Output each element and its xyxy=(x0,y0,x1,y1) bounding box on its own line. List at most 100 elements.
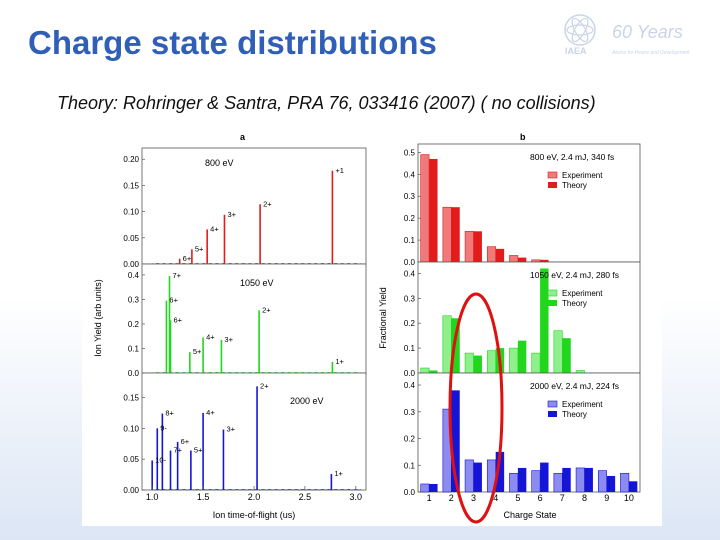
y-tick-label: 0.2 xyxy=(404,435,416,444)
bar-theory xyxy=(473,462,482,492)
y-tick-label: 0.2 xyxy=(404,214,416,223)
bar-theory xyxy=(562,338,571,373)
peak-label: 3+ xyxy=(226,425,235,434)
bar-theory xyxy=(473,231,482,262)
bar-experiment xyxy=(531,352,541,374)
legend-theory: Theory xyxy=(562,299,587,308)
bar-theory xyxy=(628,481,638,492)
y-tick-label: 0.1 xyxy=(404,344,416,353)
bar-experiment xyxy=(486,246,497,263)
condition-label: 800 eV, 2.4 mJ, 340 fs xyxy=(530,152,614,162)
panel-b-x-ticks: 1 2 3 4 5 6 7 8 9 10 xyxy=(427,493,634,503)
bar-theory xyxy=(429,158,438,262)
panel-a-frame xyxy=(141,372,367,491)
panel-a-row-800ev: 0.00 0.05 0.10 0.15 0.20 +1 2+ 3+ 4+ 5+6+ 800 eV xyxy=(123,147,367,269)
y-tick-label: 0.4 xyxy=(128,271,140,280)
x-tick-label: 10 xyxy=(624,493,634,503)
panel-b: b 0.0 0.1 0.2 0.3 0.4 0.5 800 eV, 2.4 mJ, 340 … xyxy=(378,132,641,520)
panel-a-frame xyxy=(141,263,367,374)
bar-theory xyxy=(540,462,549,492)
y-tick-label: 0.10 xyxy=(123,208,139,217)
peak-label: +1 xyxy=(335,166,344,175)
y-tick-label: 0.0 xyxy=(128,369,140,378)
peak-label: 5+ xyxy=(194,446,203,455)
y-tick-label: 0.1 xyxy=(404,236,416,245)
logo-org: IAEA xyxy=(565,46,587,56)
bar-experiment xyxy=(531,470,541,493)
panel-a-x-ticks: 1.0 1.5 2.0 2.5 3.0 xyxy=(146,486,362,502)
y-tick-label: 0.1 xyxy=(404,461,416,470)
bar-theory xyxy=(540,268,549,373)
panel-b-label: b xyxy=(520,132,526,142)
bar-experiment xyxy=(575,467,585,493)
bar-experiment xyxy=(486,350,497,374)
x-tick-label: 8 xyxy=(582,493,587,503)
x-tick-label: 7 xyxy=(560,493,565,503)
peak-label: 4+ xyxy=(206,332,215,341)
y-tick-label: 0.00 xyxy=(123,260,139,269)
bar-theory xyxy=(517,340,527,373)
x-tick-label: 2.0 xyxy=(248,492,261,502)
legend-swatch-theory xyxy=(548,182,557,188)
logo-motto: Atoms for Peace and Development xyxy=(611,50,690,56)
bar-theory xyxy=(517,257,527,262)
legend-swatch-experiment xyxy=(547,171,558,179)
y-tick-label: 0.3 xyxy=(404,408,416,417)
peak-label: 4+ xyxy=(206,408,215,417)
bar-theory xyxy=(473,355,482,373)
bar-theory xyxy=(562,467,571,492)
peak-label: 1+ xyxy=(334,469,343,478)
panel-b-ylabel: Fractional Yield xyxy=(378,287,388,349)
x-tick-label: 6 xyxy=(538,493,543,503)
y-tick-label: 0.0 xyxy=(404,369,416,378)
x-tick-label: 9 xyxy=(604,493,609,503)
condition-label: 1050 eV, 2.4 mJ, 280 fs xyxy=(530,270,619,280)
y-tick-label: 0.3 xyxy=(404,294,416,303)
y-tick-label: 0.20 xyxy=(123,155,139,164)
bar-theory xyxy=(540,259,549,262)
panel-a-label: a xyxy=(240,132,246,142)
peak-label: 9- xyxy=(160,423,167,432)
panel-b-xlabel: Charge State xyxy=(503,510,556,520)
peak-label: 10- xyxy=(155,455,166,464)
legend-swatch-theory xyxy=(548,300,557,306)
x-tick-label: 1.5 xyxy=(197,492,210,502)
legend-experiment: Experiment xyxy=(562,289,603,298)
panel-a-xlabel: Ion time-of-flight (us) xyxy=(213,510,296,520)
y-tick-label: 0.4 xyxy=(404,170,416,179)
peak-label: 3+ xyxy=(227,210,236,219)
peak-label: 6+ xyxy=(174,315,183,324)
y-tick-label: 0.05 xyxy=(123,455,139,464)
iaea-logo: IAEA 60 Years Atoms for Peace and Develo… xyxy=(560,8,710,58)
bar-theory xyxy=(451,207,460,262)
peak-label: 2+ xyxy=(260,381,269,390)
bar-theory xyxy=(429,483,438,492)
y-tick-label: 0.10 xyxy=(123,424,139,433)
peak-label: 6+ xyxy=(183,254,192,263)
y-tick-label: 0.0 xyxy=(404,488,416,497)
condition-label: 2000 eV, 2.4 mJ, 224 fs xyxy=(530,381,619,391)
y-tick-label: 0.1 xyxy=(128,344,140,353)
y-tick-label: 0.4 xyxy=(404,269,416,278)
panel-a-ylabel: Ion Yield (arb units) xyxy=(93,279,103,357)
x-tick-label: 2 xyxy=(449,493,454,503)
bar-experiment xyxy=(509,347,519,374)
bar-experiment xyxy=(553,330,563,374)
legend-theory: Theory xyxy=(562,181,587,190)
bar-theory xyxy=(429,370,438,373)
peak-label: 6+ xyxy=(169,296,178,305)
bar-experiment xyxy=(442,315,452,374)
peak-label: 5+ xyxy=(195,244,204,253)
panel-b-row-2000ev: 0.0 0.1 0.2 0.3 0.4 2000 eV, 2.4 mJ, 224 fs Ex… xyxy=(404,372,641,497)
legend-swatch-experiment xyxy=(547,289,558,297)
y-tick-label: 0.2 xyxy=(404,319,416,328)
panel-a-frame xyxy=(141,147,367,265)
y-tick-label: 0.05 xyxy=(123,234,139,243)
legend-swatch-theory xyxy=(548,411,557,417)
x-tick-label: 5 xyxy=(515,493,520,503)
x-tick-label: 2.5 xyxy=(299,492,312,502)
bar-experiment xyxy=(420,154,430,263)
y-tick-label: 0.4 xyxy=(404,381,416,390)
bar-experiment xyxy=(442,206,452,263)
